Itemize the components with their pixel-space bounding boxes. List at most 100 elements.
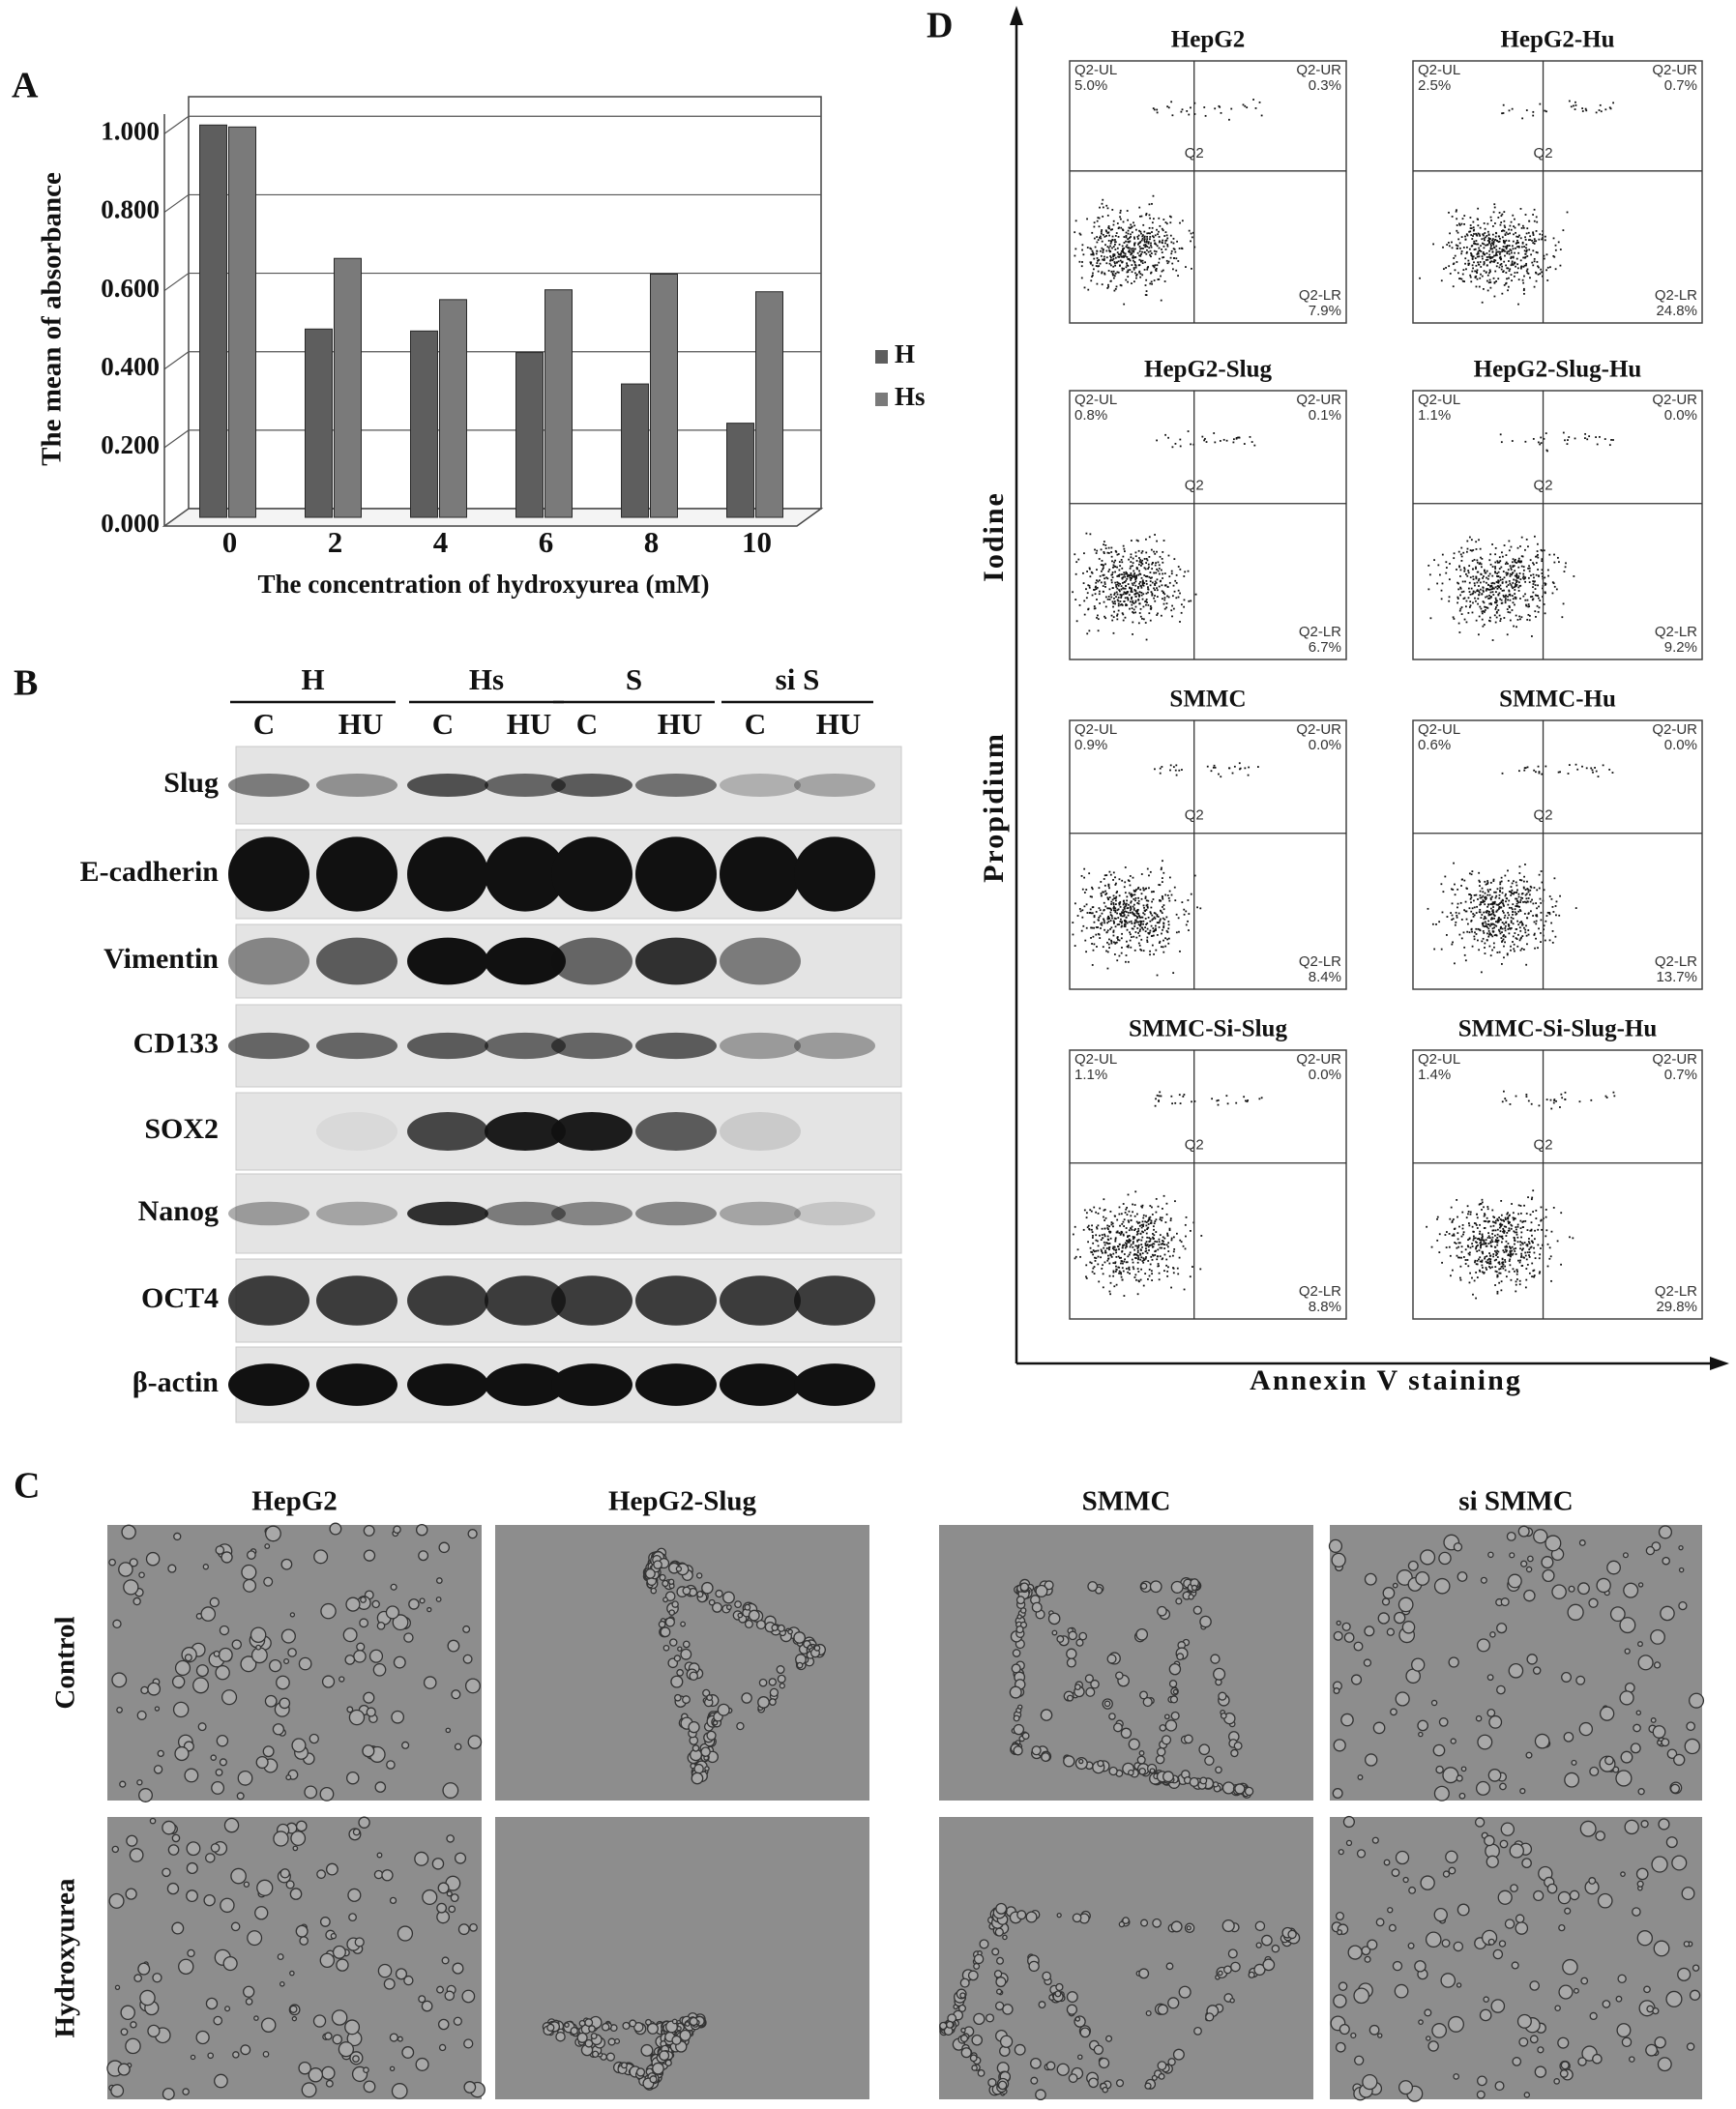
event-dot: [1498, 556, 1501, 559]
event-dot: [1513, 948, 1515, 951]
event-dot: [1456, 229, 1458, 232]
event-dot: [1131, 895, 1133, 898]
event-dot: [1140, 585, 1142, 587]
event-dot: [1135, 568, 1138, 570]
event-dot: [1096, 236, 1099, 238]
event-dot: [1487, 574, 1490, 577]
cell: [1487, 1551, 1494, 1559]
event-dot: [1452, 889, 1455, 891]
event-dot: [1445, 266, 1447, 269]
event-dot: [1105, 893, 1108, 894]
event-dot: [1486, 222, 1489, 225]
cell: [1456, 1982, 1462, 1988]
event-dot: [1158, 236, 1161, 238]
event-dot: [1147, 586, 1149, 589]
event-dot: [1154, 534, 1156, 536]
event-dot: [1150, 906, 1153, 909]
event-dot: [1095, 552, 1098, 554]
cell: [1592, 2053, 1603, 2065]
event-dot: [1121, 879, 1124, 882]
quadrant-label: 8.4%: [1309, 969, 1341, 985]
event-dot: [1532, 902, 1535, 905]
event-dot: [1496, 888, 1499, 891]
event-dot: [1517, 575, 1520, 577]
cell: [1545, 1535, 1562, 1552]
event-dot: [1510, 228, 1513, 231]
bar: [228, 126, 256, 518]
cell: [1589, 2011, 1598, 2021]
event-dot: [1132, 633, 1133, 635]
cell: [216, 1734, 229, 1747]
event-dot: [1146, 246, 1149, 248]
cell: [467, 1529, 478, 1539]
event-dot: [1475, 541, 1478, 543]
event-dot: [1137, 932, 1139, 934]
cell: [1673, 1753, 1686, 1767]
event-dot: [1509, 232, 1512, 235]
event-dot: [1133, 250, 1135, 253]
event-dot: [1113, 600, 1116, 602]
event-dot: [1581, 110, 1584, 112]
event-dot: [1508, 580, 1511, 582]
event-dot: [1164, 249, 1167, 250]
event-dot: [1153, 930, 1156, 932]
event-dot: [1471, 907, 1474, 910]
event-dot: [1509, 594, 1512, 597]
cell: [1533, 1889, 1545, 1902]
event-dot: [1162, 928, 1163, 931]
event-dot: [1527, 231, 1530, 234]
event-dot: [1475, 285, 1478, 288]
event-dot: [1110, 578, 1113, 581]
event-dot: [1096, 946, 1098, 948]
event-dot: [1486, 588, 1487, 591]
event-dot: [1152, 891, 1155, 893]
event-dot: [1453, 557, 1456, 560]
event-dot: [1471, 549, 1473, 552]
event-dot: [1456, 245, 1459, 248]
event-dot: [1124, 866, 1127, 868]
event-dot: [1116, 912, 1118, 915]
quadrant-label: Q2-LR: [1299, 287, 1341, 304]
event-dot: [1494, 222, 1496, 224]
event-dot: [1517, 251, 1520, 254]
event-dot: [1181, 769, 1183, 771]
event-dot: [1513, 578, 1515, 581]
event-dot: [1458, 631, 1461, 633]
event-dot: [1167, 554, 1170, 557]
quadrant-label: Q2-UL: [1418, 392, 1460, 408]
event-dot: [1482, 930, 1485, 932]
event-dot: [1515, 265, 1516, 268]
event-dot: [1130, 553, 1133, 556]
event-dot: [1507, 879, 1510, 882]
event-dot: [1554, 905, 1557, 907]
cell: [264, 1694, 278, 1708]
cell: [1407, 1560, 1419, 1571]
event-dot: [1144, 895, 1147, 898]
event-dot: [1098, 265, 1101, 268]
event-dot: [1136, 927, 1139, 929]
event-dot: [1143, 909, 1146, 912]
event-dot: [1106, 214, 1109, 217]
event-dot: [1162, 591, 1165, 594]
event-dot: [1175, 913, 1178, 916]
event-dot: [1150, 280, 1153, 283]
event-dot: [1510, 220, 1513, 223]
event-dot: [1085, 889, 1088, 891]
cell: [1157, 1747, 1166, 1757]
event-dot: [1170, 101, 1173, 103]
cell: [1519, 1788, 1526, 1795]
cell: [614, 2038, 621, 2044]
event-dot: [1148, 247, 1151, 249]
event-dot: [1557, 241, 1560, 244]
cell: [1636, 1880, 1644, 1888]
event-dot: [1153, 916, 1156, 919]
cell: [664, 1591, 676, 1602]
cell: [1419, 1549, 1436, 1566]
event-dot: [1077, 558, 1080, 561]
event-dot: [1140, 576, 1143, 579]
event-dot: [1140, 565, 1142, 567]
event-dot: [1093, 257, 1096, 260]
cell: [1328, 1538, 1343, 1553]
event-dot: [1469, 276, 1472, 278]
cell: [1453, 1941, 1464, 1952]
